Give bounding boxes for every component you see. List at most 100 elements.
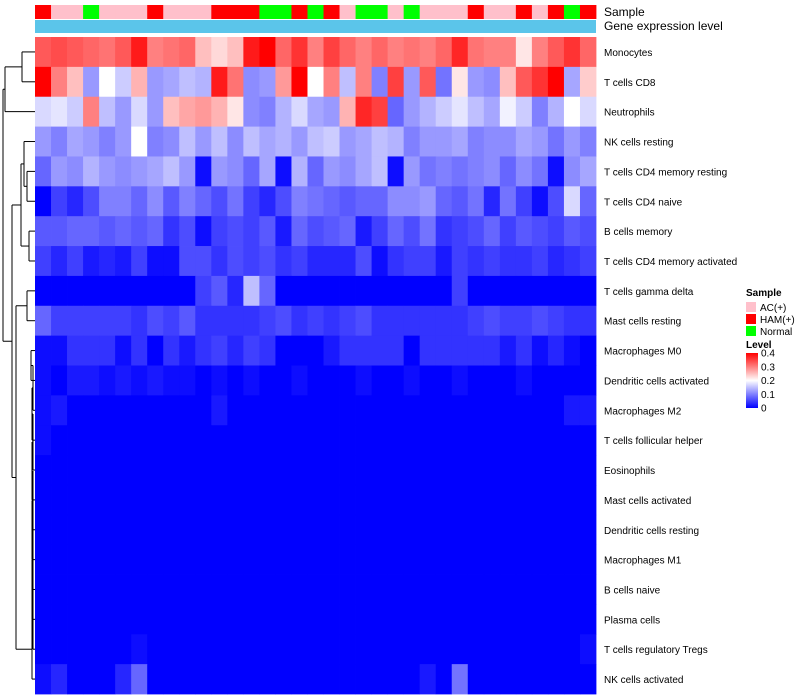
heatmap-cell <box>531 365 549 396</box>
heatmap-cell <box>563 216 581 247</box>
heatmap-cell <box>371 275 389 307</box>
sample-annotation-cell <box>163 5 180 19</box>
row-label: NK cells activated <box>604 675 683 686</box>
heatmap-cell <box>499 395 517 426</box>
heatmap-cell <box>403 634 421 665</box>
heatmap-cell <box>499 664 517 695</box>
heatmap-cell <box>355 156 372 187</box>
heatmap-cell <box>275 395 292 426</box>
heatmap-cell <box>419 96 437 127</box>
heatmap-cell <box>147 275 164 307</box>
heatmap-cell <box>99 664 116 695</box>
heatmap-cell <box>515 604 533 635</box>
heatmap-cell <box>323 574 340 605</box>
heatmap-cell <box>259 126 276 157</box>
heatmap-cell <box>259 395 276 426</box>
sample-annotation-cell <box>259 5 276 19</box>
gene-expression-annotation-track <box>35 20 596 33</box>
heatmap-cell <box>35 246 52 277</box>
heatmap-cell <box>291 275 308 307</box>
sample-annotation-cell <box>67 5 84 19</box>
heatmap-cell <box>451 514 469 546</box>
gene-track-label: Gene expression level <box>604 19 723 33</box>
heatmap-cell <box>99 484 116 516</box>
heatmap-cell <box>339 455 356 486</box>
heatmap-cell <box>227 365 244 396</box>
sample-annotation-cell <box>499 5 517 19</box>
heatmap-cell <box>355 514 372 546</box>
heatmap-cell <box>547 275 565 307</box>
heatmap-cell <box>275 484 292 516</box>
heatmap-cell <box>387 664 405 695</box>
heatmap-cell <box>307 604 324 635</box>
heatmap-cell <box>259 335 276 366</box>
heatmap-cell <box>307 305 324 337</box>
heatmap-cell <box>291 395 308 426</box>
heatmap-cell <box>83 455 100 486</box>
heatmap-cell <box>371 216 389 247</box>
heatmap-cell <box>387 574 405 605</box>
heatmap-cell <box>483 335 501 366</box>
heatmap-cell <box>195 305 212 337</box>
heatmap-cell <box>483 216 501 247</box>
heatmap-cell <box>563 455 581 486</box>
heatmap-cell <box>531 246 549 277</box>
heatmap-cell <box>531 544 549 575</box>
heatmap-cell <box>547 335 565 366</box>
heatmap-cell <box>323 664 340 695</box>
heatmap-cell <box>579 604 597 635</box>
heatmap-cell <box>579 425 597 456</box>
legend-level-colorbar <box>746 353 758 408</box>
heatmap-cell <box>163 96 180 127</box>
sample-annotation-cell <box>51 5 68 19</box>
heatmap-cell <box>323 425 340 456</box>
heatmap-cell <box>323 126 340 157</box>
heatmap-cell <box>211 305 228 337</box>
heatmap-cell <box>211 37 228 68</box>
heatmap-cell <box>371 96 389 127</box>
heatmap-cell <box>35 365 52 396</box>
heatmap-cell <box>83 514 100 546</box>
heatmap-cell <box>563 156 581 187</box>
heatmap-cell <box>499 365 517 396</box>
row-label: T cells CD4 naive <box>604 197 683 208</box>
heatmap-cell <box>371 544 389 575</box>
heatmap-cell <box>403 514 421 546</box>
heatmap-cell <box>563 126 581 157</box>
heatmap-cell <box>419 66 437 98</box>
heatmap-cell <box>467 37 485 68</box>
heatmap-cell <box>531 604 549 635</box>
heatmap-cell <box>547 305 565 337</box>
heatmap-cell <box>467 604 485 635</box>
row-label: Mast cells resting <box>604 317 681 328</box>
heatmap-cell <box>403 126 421 157</box>
heatmap-cell <box>275 37 292 68</box>
heatmap-cell <box>547 186 565 217</box>
heatmap-cell <box>371 395 389 426</box>
heatmap-cell <box>499 484 517 516</box>
heatmap-cell <box>291 216 308 247</box>
sample-annotation-cell <box>515 5 533 19</box>
heatmap-cell <box>547 514 565 546</box>
heatmap-cell <box>451 216 469 247</box>
heatmap-cell <box>435 514 453 546</box>
heatmap-cell <box>387 37 405 68</box>
heatmap-cell <box>355 216 372 247</box>
heatmap-cell <box>51 514 68 546</box>
heatmap-cell <box>163 66 180 98</box>
sample-annotation-cell <box>435 5 453 19</box>
heatmap-cell <box>131 96 148 127</box>
heatmap-cell <box>387 335 405 366</box>
heatmap-cell <box>531 186 549 217</box>
heatmap-cell <box>563 246 581 277</box>
heatmap-cell <box>563 365 581 396</box>
heatmap-cell <box>291 66 308 98</box>
gene-expression-annotation-bar <box>35 20 596 33</box>
heatmap-cell <box>483 37 501 68</box>
row-label: B cells naive <box>604 585 661 596</box>
heatmap-cell <box>259 37 276 68</box>
sample-annotation-cell <box>115 5 132 19</box>
heatmap-cell <box>307 216 324 247</box>
heatmap-cell <box>291 664 308 695</box>
heatmap-cell <box>339 37 356 68</box>
